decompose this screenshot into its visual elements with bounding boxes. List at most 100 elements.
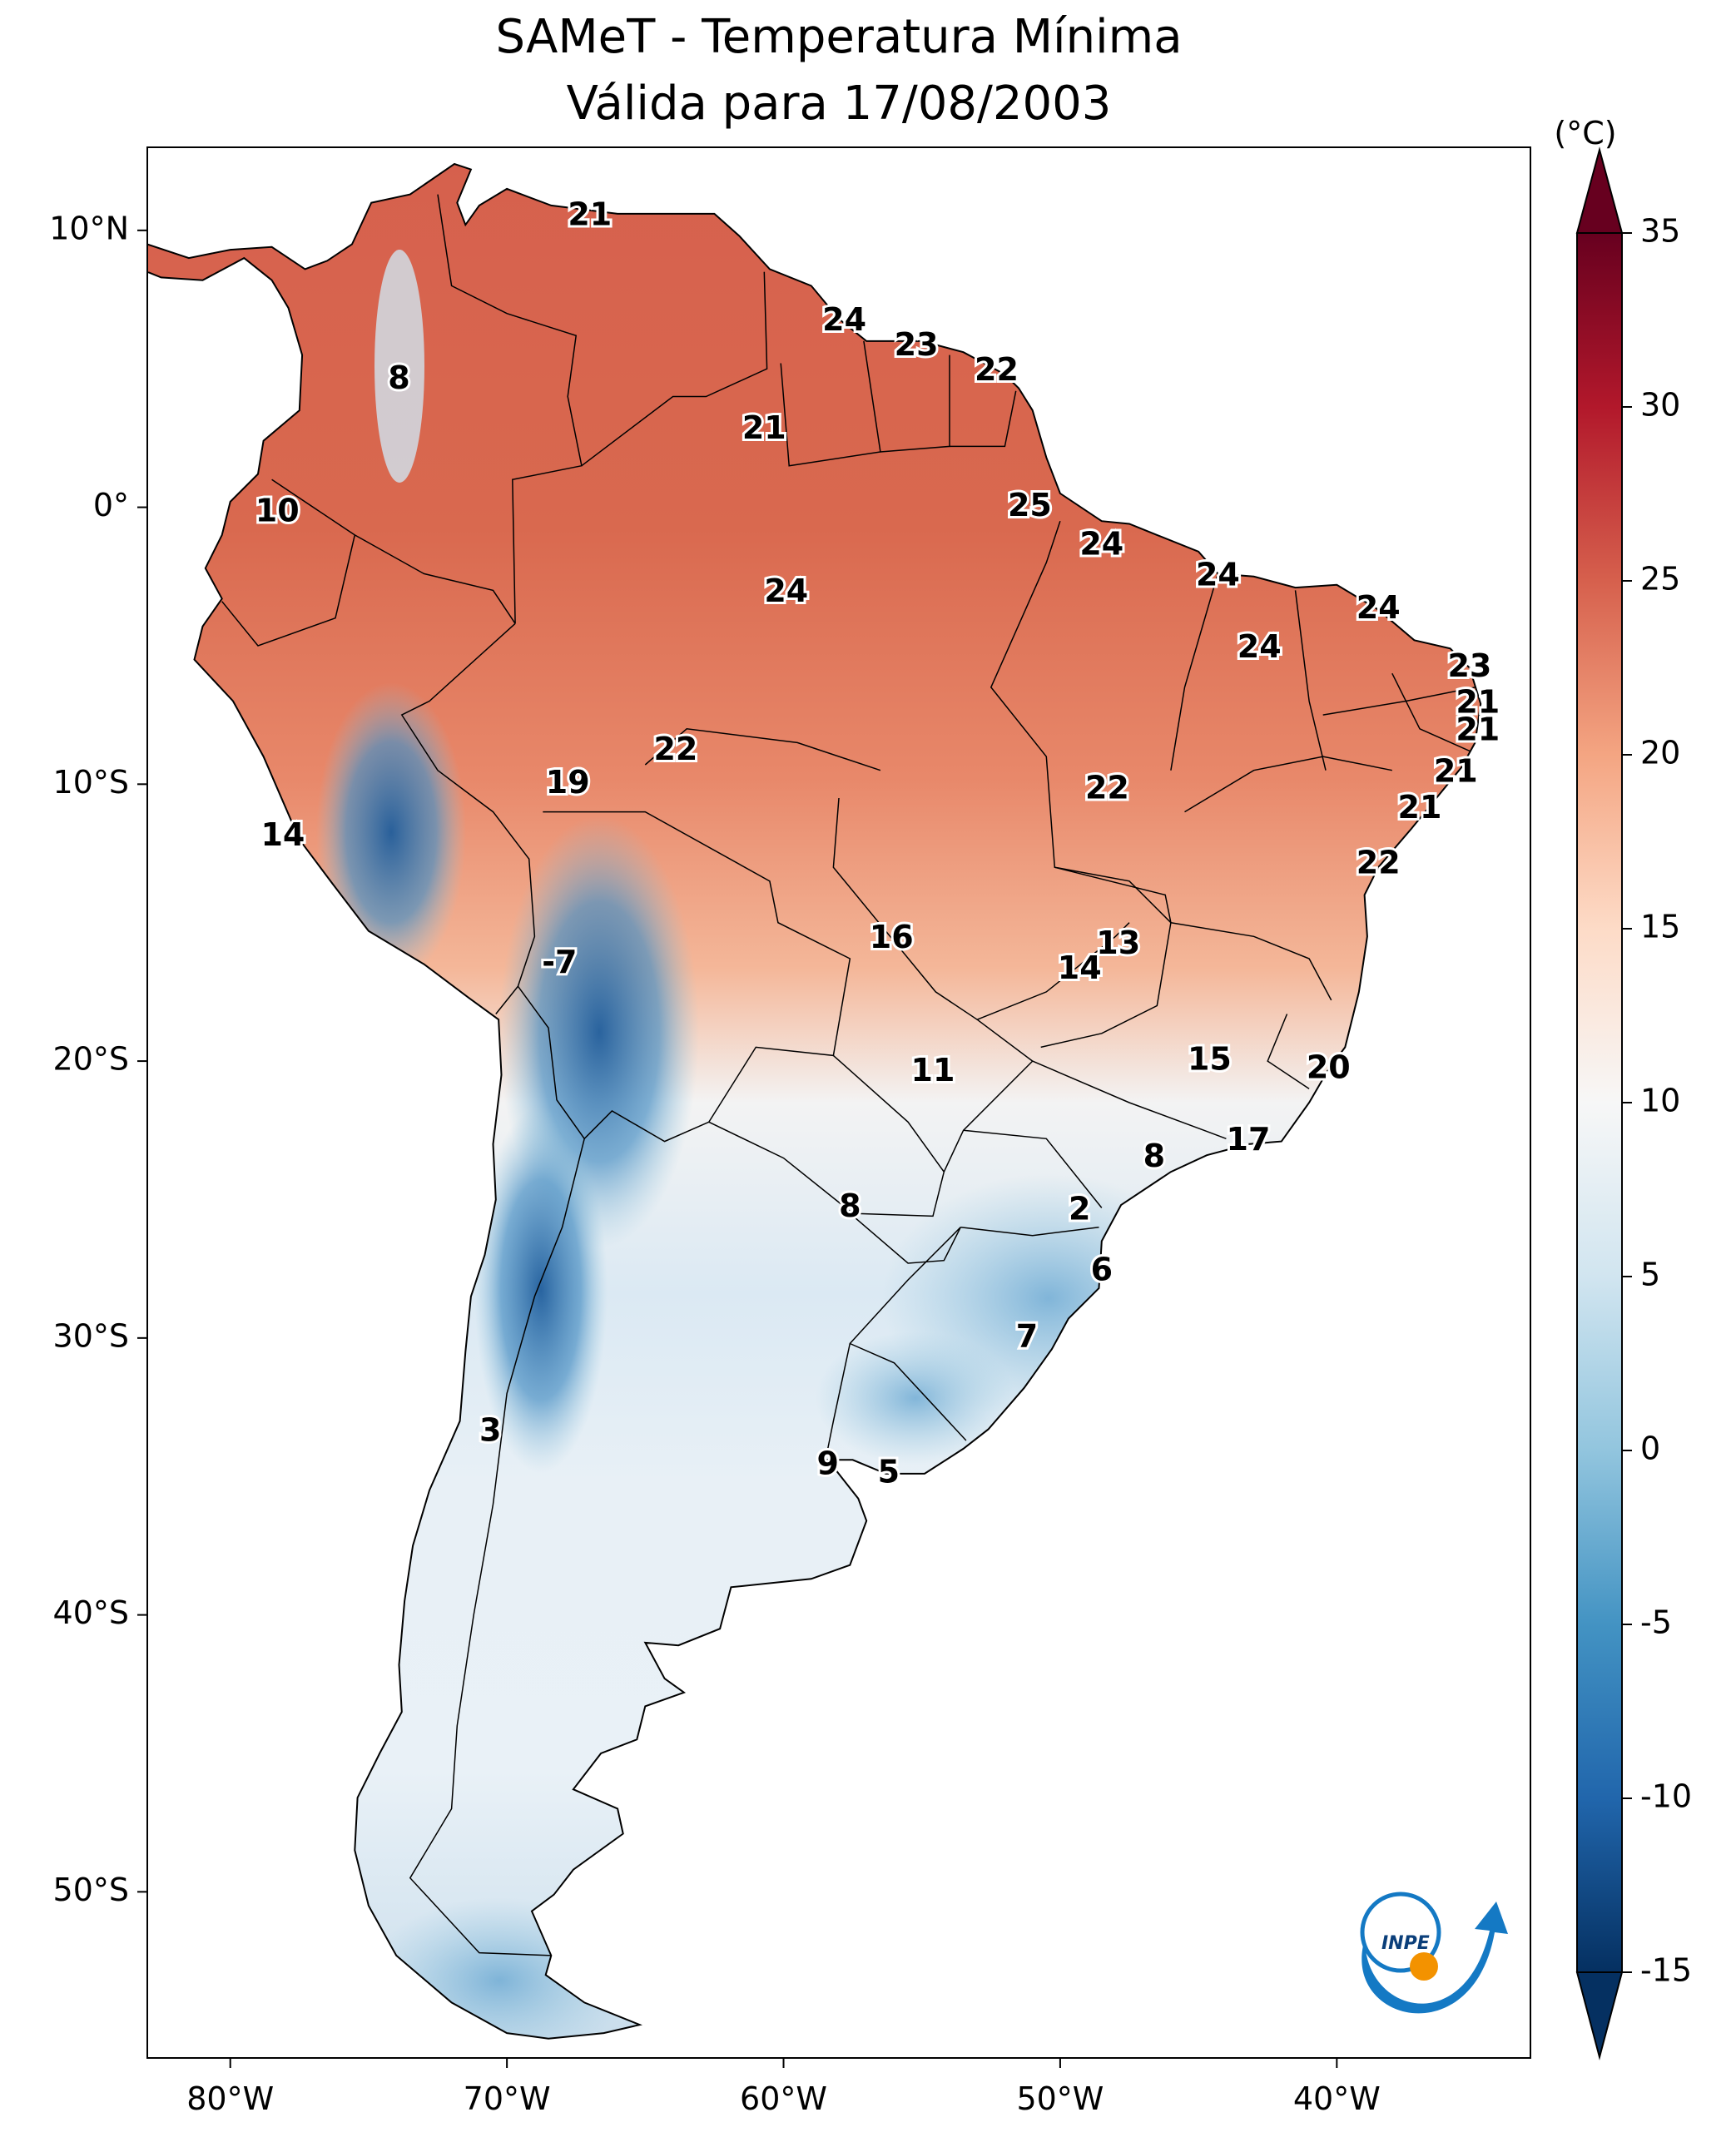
station-value-label: 14 bbox=[1058, 950, 1102, 986]
colorbar-tick-label: -5 bbox=[1640, 1604, 1672, 1641]
station-value-label: 14 bbox=[260, 816, 305, 853]
station-value-label: 7 bbox=[1016, 1317, 1038, 1354]
border-line bbox=[1391, 672, 1471, 752]
station-value-label: 23 bbox=[895, 326, 939, 363]
country-borders bbox=[221, 194, 1476, 1956]
border-line bbox=[780, 340, 881, 467]
station-value-label: 22 bbox=[975, 351, 1019, 388]
station-value-label: 24 bbox=[764, 573, 808, 609]
border-line bbox=[409, 1138, 585, 1956]
station-value-label: 21 bbox=[1434, 753, 1478, 790]
colorbar-tick-label: 15 bbox=[1640, 909, 1680, 945]
map-title-line2: Válida para 17/08/2003 bbox=[566, 77, 1112, 131]
inpe-logo-text: INPE bbox=[1381, 1933, 1430, 1954]
station-value-label: 11 bbox=[911, 1052, 955, 1088]
station-value-label: 24 bbox=[1196, 556, 1240, 593]
colorbar-tick-label: 25 bbox=[1640, 561, 1680, 598]
inpe-logo: INPE bbox=[1360, 1892, 1508, 2014]
lat-tick-label: 20°S bbox=[53, 1041, 129, 1078]
colorbar-tick-label: -15 bbox=[1640, 1952, 1692, 1989]
station-value-label: 16 bbox=[870, 919, 914, 955]
station-value-label: 9 bbox=[816, 1445, 838, 1481]
border-line bbox=[960, 1226, 1099, 1237]
station-value-label: 19 bbox=[546, 764, 590, 801]
andes-cold-zone-south bbox=[474, 1107, 608, 1473]
lon-tick-label: 40°W bbox=[1293, 2080, 1381, 2117]
station-value-label: 22 bbox=[1085, 770, 1129, 806]
station-value-label: 8 bbox=[388, 359, 409, 396]
colorbar-top-arrow bbox=[1575, 146, 1624, 234]
inpe-logo-ring bbox=[1360, 1892, 1441, 1973]
border-line bbox=[221, 534, 356, 647]
colorbar-tick-label: 30 bbox=[1640, 387, 1680, 424]
station-value-label: 21 bbox=[1456, 712, 1500, 748]
border-line bbox=[1294, 590, 1327, 771]
station-value-label: -7 bbox=[542, 944, 577, 980]
map-title-line1: SAMeT - Temperatura Mínima bbox=[495, 10, 1183, 64]
border-line bbox=[950, 390, 1017, 448]
station-value-label: 20 bbox=[1307, 1049, 1351, 1086]
station-value-label: 13 bbox=[1096, 925, 1140, 961]
lat-tick-label: 40°S bbox=[53, 1594, 129, 1631]
border-line bbox=[849, 1342, 967, 1441]
station-value-label: 21 bbox=[1456, 683, 1500, 720]
colorbar-ticks: 35 30 25 20 15 10 5 0 -5 -10 -15 bbox=[1622, 213, 1692, 1989]
lon-tick-label: 80°W bbox=[186, 2080, 274, 2117]
colorbar-tick-label: 0 bbox=[1640, 1431, 1660, 1467]
lon-tick-label: 70°W bbox=[464, 2080, 551, 2117]
border-line bbox=[1170, 573, 1219, 771]
colorbar-tick-label: 35 bbox=[1640, 213, 1680, 250]
station-value-label: 21 bbox=[1398, 789, 1442, 826]
border-line bbox=[1267, 1014, 1310, 1090]
border-line bbox=[943, 1019, 1034, 1173]
colorbar-tick-label: 20 bbox=[1640, 735, 1680, 771]
colorbar-tick-label: 10 bbox=[1640, 1083, 1680, 1119]
station-value-label: 24 bbox=[1238, 628, 1282, 665]
colorbar-tick-label: -10 bbox=[1640, 1778, 1692, 1815]
station-value-label: 23 bbox=[1447, 647, 1491, 684]
border-line bbox=[963, 1129, 1103, 1208]
border-line bbox=[437, 194, 583, 624]
station-value-label: 21 bbox=[742, 409, 786, 446]
border-line bbox=[1184, 756, 1392, 813]
border-line bbox=[1032, 1060, 1227, 1140]
colorbar-tick-label: 5 bbox=[1640, 1257, 1660, 1293]
colorbar-body bbox=[1576, 232, 1623, 1973]
axis-ticks: 10°N 0° 10°S 20°S 30°S 40°S 50°S 80°W 70°W 60°W 50… bbox=[49, 210, 1381, 2117]
station-value-label: 22 bbox=[653, 731, 697, 767]
station-value-label: 21 bbox=[568, 196, 612, 233]
inpe-logo-swoosh bbox=[1362, 1902, 1508, 2014]
colorbar: (°C) 35 30 25 20 15 10 5 0 -5 -10 -15 bbox=[1554, 115, 1692, 2060]
border-line bbox=[1170, 921, 1332, 1001]
lat-tick-label: 30°S bbox=[53, 1317, 129, 1354]
station-value-label: 8 bbox=[839, 1188, 861, 1224]
colorbar-bottom-arrow bbox=[1575, 1971, 1624, 2060]
border-line bbox=[644, 728, 881, 771]
colombia-andes-cold-zone bbox=[374, 250, 424, 483]
station-value-label: 6 bbox=[1091, 1252, 1113, 1288]
station-value-label: 24 bbox=[1357, 589, 1401, 626]
lat-tick-label: 10°N bbox=[49, 210, 129, 246]
border-line bbox=[708, 1054, 945, 1217]
border-line bbox=[400, 622, 536, 1014]
uruguay-cold-zone bbox=[816, 1331, 1015, 1465]
border-line bbox=[1040, 866, 1172, 1049]
border-line bbox=[517, 811, 851, 1143]
lat-tick-label: 10°S bbox=[53, 764, 129, 801]
lon-tick-label: 60°W bbox=[740, 2080, 827, 2117]
station-value-label: 17 bbox=[1227, 1121, 1271, 1158]
lon-tick-label: 50°W bbox=[1016, 2080, 1104, 2117]
station-value-label: 24 bbox=[822, 301, 866, 338]
station-value-label: 5 bbox=[878, 1453, 900, 1490]
lat-tick-label: 50°S bbox=[53, 1872, 129, 1908]
border-line bbox=[990, 520, 1172, 924]
border-line bbox=[849, 1212, 961, 1264]
station-value-label: 3 bbox=[479, 1412, 501, 1449]
station-value-label: 10 bbox=[255, 493, 300, 529]
border-line bbox=[581, 271, 768, 467]
station-value-label: 15 bbox=[1188, 1041, 1232, 1078]
coastline bbox=[146, 162, 1482, 2040]
colorbar-unit: (°C) bbox=[1554, 115, 1616, 151]
